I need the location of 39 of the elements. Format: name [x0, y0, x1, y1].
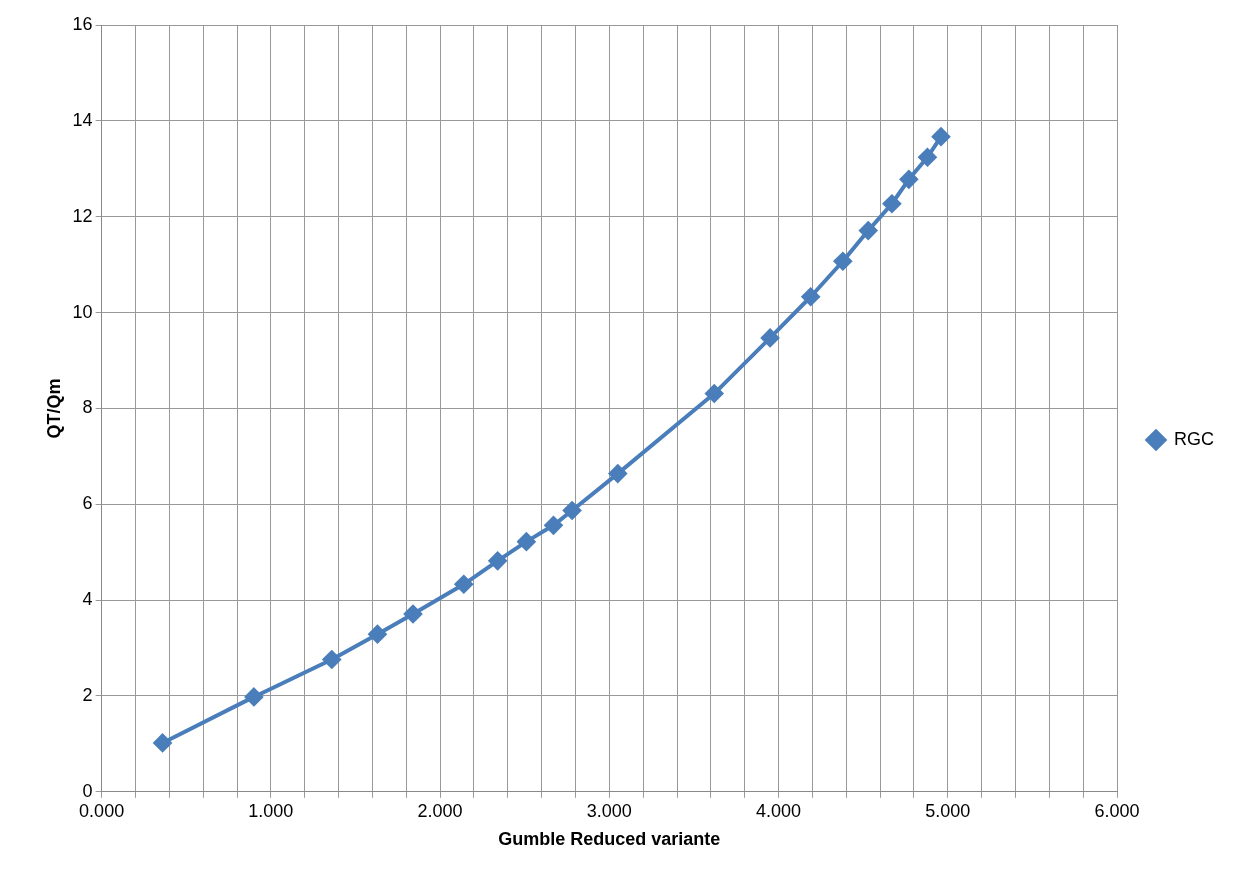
point — [705, 384, 724, 403]
point — [454, 575, 473, 594]
y-tick-label: 10 — [72, 301, 93, 322]
point — [368, 625, 387, 644]
point — [899, 170, 918, 189]
legend-label: RGC — [1174, 428, 1214, 449]
point — [517, 532, 536, 551]
y-tick-label: 2 — [82, 684, 93, 705]
x-tick-label: 5.000 — [925, 800, 971, 821]
point — [882, 194, 901, 213]
point — [563, 501, 582, 520]
y-tick-label: 16 — [72, 13, 93, 34]
point — [322, 650, 341, 669]
y-tick-label: 0 — [82, 780, 93, 801]
y-tick-label: 14 — [72, 109, 93, 130]
point — [801, 287, 820, 306]
point — [404, 605, 423, 623]
point — [932, 127, 950, 146]
y-axis-title: QT/Qm — [43, 378, 64, 439]
y-tick-label: 6 — [82, 493, 93, 514]
point — [918, 148, 937, 167]
x-tick-label: 3.000 — [586, 800, 632, 821]
point — [488, 551, 507, 570]
point — [833, 252, 852, 271]
point — [761, 328, 780, 347]
point — [153, 733, 172, 752]
x-tick-label: 4.000 — [756, 800, 802, 821]
x-tick-label: 0.000 — [79, 800, 125, 821]
x-tick-label: 2.000 — [417, 800, 463, 821]
point — [608, 464, 627, 483]
x-axis-title: Gumble Reduced variante — [498, 829, 721, 850]
x-tick-label: 6.000 — [1094, 800, 1140, 821]
y-tick-label: 12 — [72, 205, 93, 226]
point — [244, 687, 263, 706]
y-tick-label: 4 — [82, 589, 93, 610]
point — [544, 516, 563, 535]
y-tick-label: 8 — [82, 397, 93, 418]
x-tick-label: 1.000 — [248, 800, 294, 821]
point — [859, 221, 878, 240]
